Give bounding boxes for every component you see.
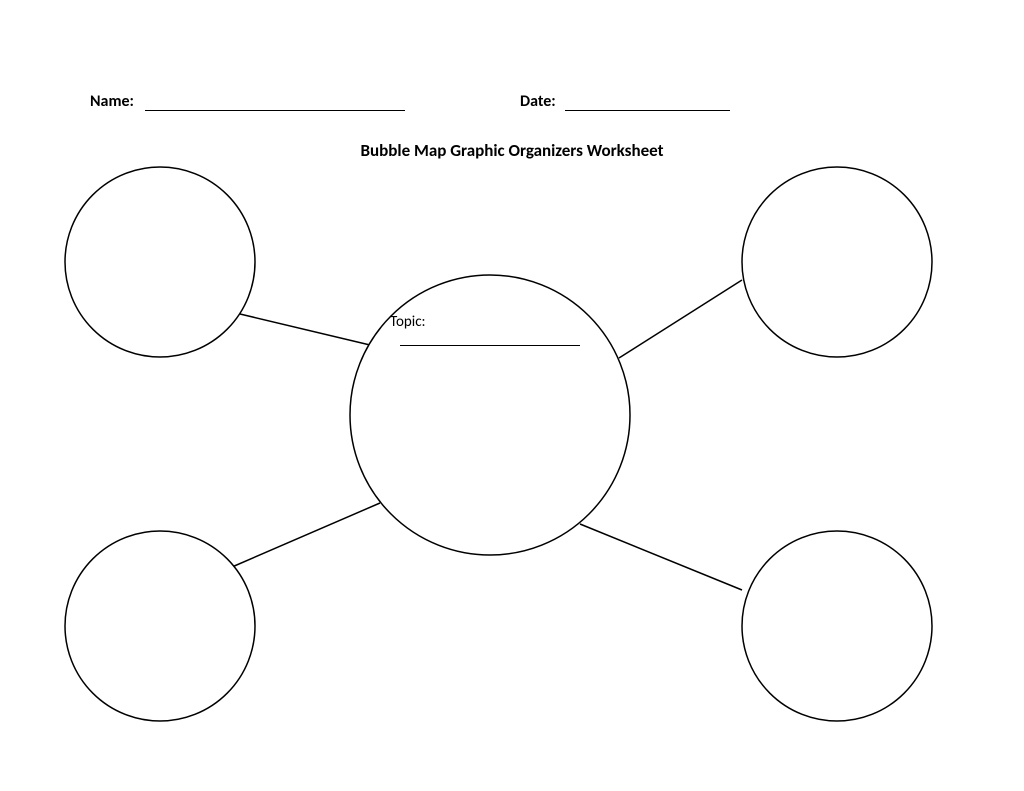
connector-line (240, 314, 370, 345)
outer-bubble-bottom-left[interactable] (65, 531, 255, 721)
connector-line (619, 280, 742, 358)
outer-bubble-top-left[interactable] (65, 167, 255, 357)
outer-bubble-bottom-right[interactable] (742, 531, 932, 721)
topic-label: Topic: (390, 313, 426, 331)
topic-input-line[interactable] (400, 345, 580, 346)
connector-line (232, 503, 380, 567)
outer-bubble-top-right[interactable] (742, 167, 932, 357)
connector-line (580, 524, 742, 590)
bubble-map-diagram (0, 0, 1024, 791)
